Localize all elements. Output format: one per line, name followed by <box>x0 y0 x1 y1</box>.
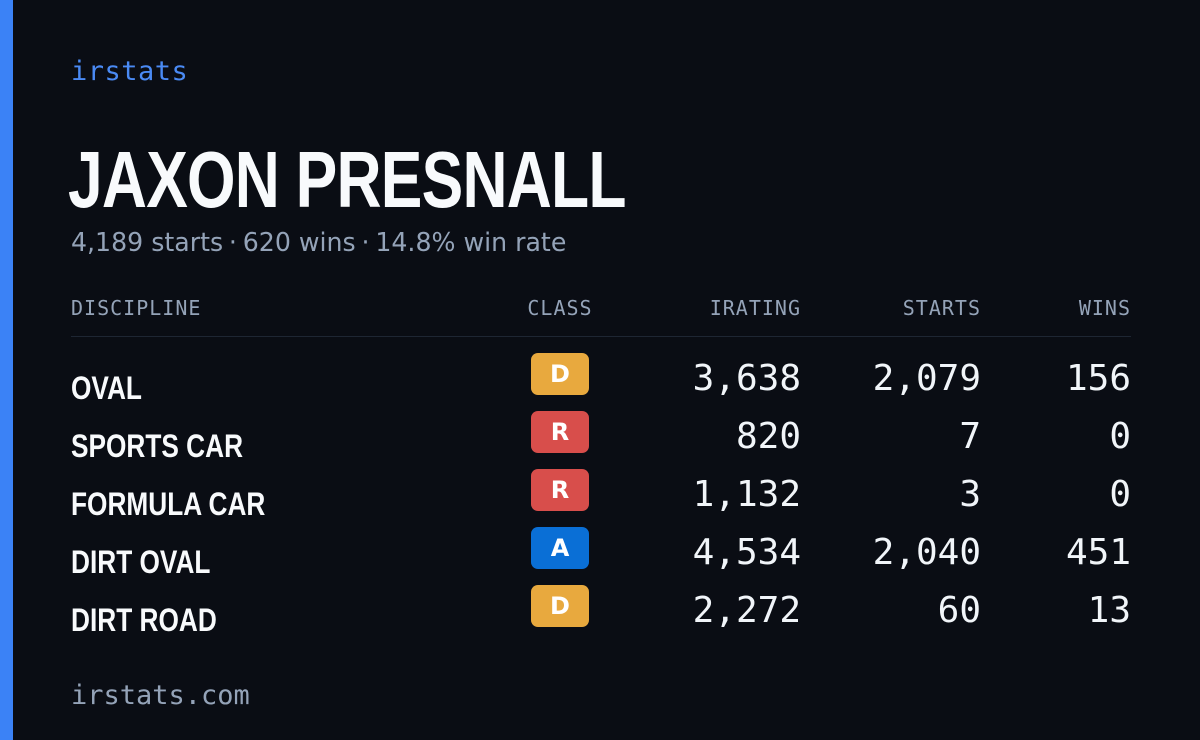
column-header-wins: WINS <box>981 296 1131 337</box>
column-header-discipline: DISCIPLINE <box>71 296 501 337</box>
license-class-badge: D <box>531 353 589 395</box>
discipline-name: DIRT OVAL <box>71 543 211 580</box>
irating-value: 4,534 <box>692 531 801 573</box>
table-row: FORMULA CAR R 1,132 3 0 <box>71 467 1131 525</box>
license-class-badge: A <box>531 527 589 569</box>
table-row: DIRT ROAD D 2,272 60 13 <box>71 583 1131 641</box>
discipline-name: OVAL <box>71 369 142 406</box>
license-class-badge: R <box>531 469 589 511</box>
total-starts: 4,189 starts <box>71 228 224 258</box>
accent-bar <box>0 0 13 740</box>
irating-value: 1,132 <box>692 473 801 515</box>
discipline-name: SPORTS CAR <box>71 427 244 464</box>
separator: · <box>361 228 370 258</box>
driver-name: JAXON PRESNALL <box>68 135 626 224</box>
wins-value: 0 <box>1109 473 1131 515</box>
wins-value: 156 <box>1065 357 1131 399</box>
starts-value: 3 <box>959 473 981 515</box>
irating-value: 2,272 <box>692 589 801 631</box>
brand-logo-text: irstats <box>71 56 189 87</box>
table-row: SPORTS CAR R 820 7 0 <box>71 409 1131 467</box>
table-row: OVAL D 3,638 2,079 156 <box>71 337 1131 410</box>
wins-value: 13 <box>1087 589 1131 631</box>
discipline-name: DIRT ROAD <box>71 601 217 638</box>
irating-value: 820 <box>735 415 801 457</box>
table-row: DIRT OVAL A 4,534 2,040 451 <box>71 525 1131 583</box>
total-wins: 620 wins <box>242 228 356 258</box>
wins-value: 451 <box>1065 531 1131 573</box>
license-class-badge: R <box>531 411 589 453</box>
license-class-badge: D <box>531 585 589 627</box>
discipline-stats-table: DISCIPLINE CLASS IRATING STARTS WINS OVA… <box>71 296 1131 641</box>
discipline-name: FORMULA CAR <box>71 485 266 522</box>
separator: · <box>228 228 237 258</box>
footer-url: irstats.com <box>71 680 250 711</box>
starts-value: 2,079 <box>872 357 981 399</box>
column-header-irating: IRATING <box>619 296 801 337</box>
starts-value: 60 <box>937 589 981 631</box>
table-header-row: DISCIPLINE CLASS IRATING STARTS WINS <box>71 296 1131 337</box>
wins-value: 0 <box>1109 415 1131 457</box>
starts-value: 2,040 <box>872 531 981 573</box>
irating-value: 3,638 <box>692 357 801 399</box>
column-header-starts: STARTS <box>801 296 981 337</box>
win-rate: 14.8% win rate <box>375 228 567 258</box>
column-header-class: CLASS <box>501 296 619 337</box>
driver-summary: 4,189 starts · 620 wins · 14.8% win rate <box>71 228 566 258</box>
starts-value: 7 <box>959 415 981 457</box>
